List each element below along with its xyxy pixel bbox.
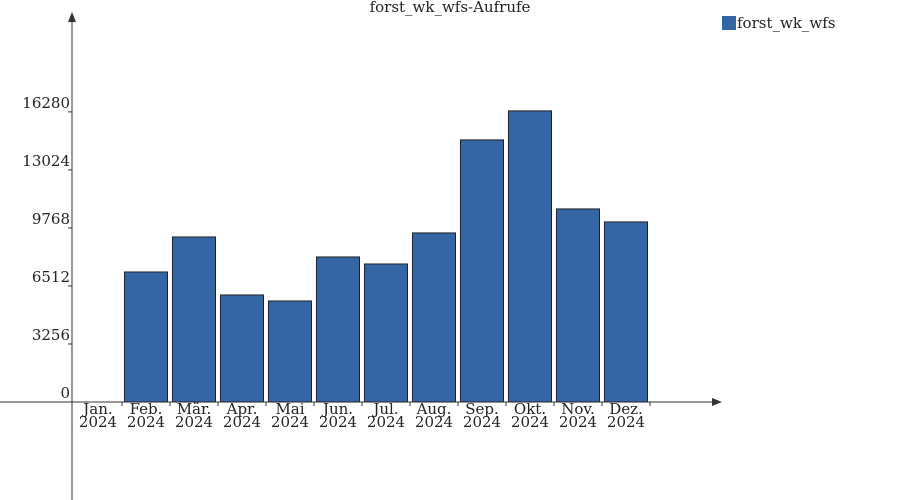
- bar: [556, 208, 600, 403]
- x-tick-label: 2024: [319, 413, 357, 431]
- bar: [316, 256, 360, 403]
- bar: [268, 300, 312, 403]
- x-tick-label: 2024: [271, 413, 309, 431]
- legend-label: forst_wk_wfs: [737, 14, 836, 32]
- y-arrow: [68, 12, 76, 22]
- x-tick-label: Mär.: [177, 400, 212, 418]
- x-tick-label: Jul.: [371, 400, 398, 418]
- bar: [508, 110, 552, 403]
- x-tick-label: 2024: [511, 413, 549, 431]
- x-tick-label: 2024: [607, 413, 645, 431]
- y-tick-label: 16280: [22, 94, 70, 112]
- x-tick-label: Dez.: [609, 400, 643, 418]
- y-tick-label: 9768: [32, 210, 70, 228]
- bar: [412, 232, 456, 403]
- x-tick-label: Okt.: [514, 400, 546, 418]
- y-tick-label: 3256: [32, 326, 70, 344]
- bar: [220, 294, 264, 403]
- legend-swatch: [722, 16, 736, 30]
- x-tick-label: 2024: [79, 413, 117, 431]
- bar: [604, 221, 648, 403]
- x-tick-label: Sep.: [465, 400, 499, 418]
- x-tick-label: Nov.: [561, 400, 595, 418]
- x-tick-label: Aug.: [416, 400, 452, 418]
- bar: [364, 263, 408, 403]
- x-tick-label: 2024: [559, 413, 597, 431]
- x-tick-label: 2024: [463, 413, 501, 431]
- bar: [172, 236, 216, 403]
- bar: [460, 139, 504, 403]
- x-tick-label: Jun.: [321, 400, 353, 418]
- chart-title: forst_wk_wfs-Aufrufe: [370, 0, 531, 16]
- x-tick-label: 2024: [175, 413, 213, 431]
- x-tick-label: Jan.: [81, 400, 112, 418]
- y-tick-label: 6512: [32, 268, 70, 286]
- x-tick-label: 2024: [127, 413, 165, 431]
- x-tick-label: Feb.: [130, 400, 163, 418]
- y-tick-label: 13024: [22, 152, 70, 170]
- y-tick-label: 0: [60, 384, 70, 402]
- x-tick-label: Mai: [275, 400, 304, 418]
- bar: [124, 271, 168, 403]
- x-tick-label: 2024: [415, 413, 453, 431]
- x-tick-label: 2024: [367, 413, 405, 431]
- x-tick-label: Apr.: [226, 400, 258, 418]
- x-arrow: [712, 398, 722, 406]
- x-tick-label: 2024: [223, 413, 261, 431]
